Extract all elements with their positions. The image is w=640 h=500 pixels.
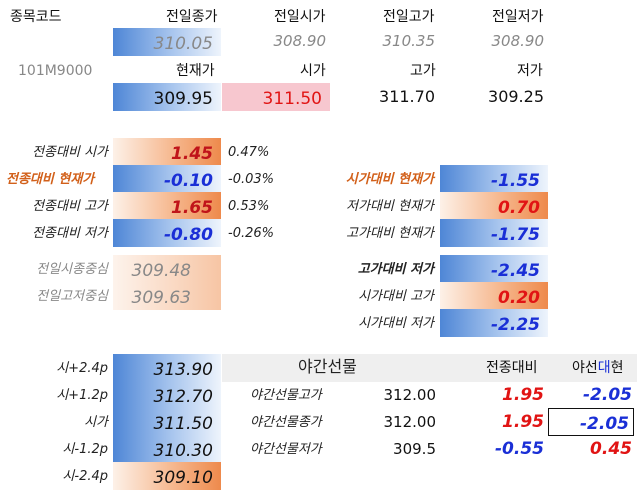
high-vs-low-label: 고가대비 저가 xyxy=(357,262,434,277)
prev-close-header: 전일종가 xyxy=(166,9,218,25)
level-plus-2-4-cell: 313.90 xyxy=(113,354,221,382)
prev-low-value: 308.90 xyxy=(491,32,545,50)
level-open-value: 311.50 xyxy=(153,414,213,434)
night-low-night: 0.45 xyxy=(590,439,632,459)
level-minus-1-2-cell: 310.30 xyxy=(113,435,221,463)
open-vs-high-label: 시가대비 고가 xyxy=(358,289,434,304)
level-plus-2-4-value: 313.90 xyxy=(153,360,213,380)
night-close-value: 312.00 xyxy=(383,413,437,431)
night-low-prev: -0.55 xyxy=(495,439,544,459)
prev-high-header: 전일고가 xyxy=(383,9,435,25)
prev-close-vs-cur-cell: -0.10 xyxy=(113,165,221,193)
prev-oc-center-label: 전일시종중심 xyxy=(36,262,108,277)
level-plus-1-2-value: 312.70 xyxy=(153,387,213,407)
night-high-prev: 1.95 xyxy=(502,385,544,405)
open-vs-cur-cell: -1.55 xyxy=(440,165,548,193)
level-open-cell: 311.50 xyxy=(113,408,221,436)
night-close-night-cell[interactable]: -2.05 xyxy=(548,408,634,436)
level-minus-2-4-cell: 309.10 xyxy=(113,462,221,490)
level-minus-1-2-label: 시-1.2p xyxy=(62,442,108,457)
low-value: 309.25 xyxy=(488,87,544,106)
low-vs-cur-cell: 0.70 xyxy=(440,192,548,220)
cur-price-value: 309.95 xyxy=(153,89,213,109)
level-plus-1-2-cell: 312.70 xyxy=(113,381,221,409)
open-cell: 311.50 xyxy=(222,83,330,111)
night-col-night-header: 야선대현 xyxy=(572,361,624,375)
open-vs-low-value: -2.25 xyxy=(491,315,540,335)
prev-close-vs-open-value: 1.45 xyxy=(171,144,213,164)
high-vs-cur-cell: -1.75 xyxy=(440,219,548,247)
prev-close-cell: 310.05 xyxy=(113,28,221,56)
high-vs-low-value: -2.45 xyxy=(491,261,540,281)
prev-oc-center-value: 309.48 xyxy=(131,261,191,281)
prev-close-vs-low-cell: -0.80 xyxy=(113,219,221,247)
prev-high-value: 310.35 xyxy=(382,32,436,50)
prev-hl-center-cell: 309.63 xyxy=(113,282,221,310)
prev-low-header: 전일저가 xyxy=(492,9,544,25)
night-low-value: 309.5 xyxy=(393,440,436,458)
prev-close-value: 310.05 xyxy=(153,34,213,54)
night-high-night: -2.05 xyxy=(583,385,632,405)
low-header: 저가 xyxy=(517,63,543,79)
night-low-label: 야간선물저가 xyxy=(250,442,322,457)
high-vs-cur-value: -1.75 xyxy=(491,225,540,245)
low-vs-cur-value: 0.70 xyxy=(498,198,540,218)
code-header: 종목코드 xyxy=(10,9,62,25)
open-vs-high-cell: 0.20 xyxy=(440,282,548,310)
prev-close-vs-cur-value: -0.10 xyxy=(164,171,213,191)
night-close-prev: 1.95 xyxy=(502,412,544,432)
prev-open-header: 전일시가 xyxy=(274,9,326,25)
prev-close-vs-open-label: 전종대비 시가 xyxy=(32,145,108,160)
open-value: 311.50 xyxy=(262,89,322,109)
prev-close-vs-cur-pct: -0.03% xyxy=(228,172,274,187)
prev-close-vs-open-cell: 1.45 xyxy=(113,138,221,166)
prev-close-vs-high-cell: 1.65 xyxy=(113,192,221,220)
night-high-label: 야간선물고가 xyxy=(250,388,322,403)
level-minus-1-2-value: 310.30 xyxy=(153,441,213,461)
prev-open-value: 308.90 xyxy=(273,32,327,50)
level-minus-2-4-value: 309.10 xyxy=(153,468,213,488)
level-plus-1-2-label: 시+1.2p xyxy=(56,388,108,403)
level-minus-2-4-label: 시-2.4p xyxy=(62,469,108,484)
prev-close-vs-cur-label: 전종대비 현재가 xyxy=(6,172,95,187)
night-col-night-b: 대 xyxy=(597,360,611,376)
level-open-label: 시가 xyxy=(84,415,108,430)
prev-close-vs-low-value: -0.80 xyxy=(164,225,213,245)
prev-close-vs-low-label: 전종대비 저가 xyxy=(32,226,108,241)
level-plus-2-4-label: 시+2.4p xyxy=(56,361,108,376)
night-futures-header-bar xyxy=(222,354,637,382)
high-value: 311.70 xyxy=(379,87,435,106)
prev-close-vs-low-pct: -0.26% xyxy=(228,226,274,241)
open-vs-cur-label: 시가대비 현재가 xyxy=(345,172,434,187)
prev-hl-center-label: 전일고저중심 xyxy=(36,289,108,304)
high-vs-cur-label: 고가대비 현재가 xyxy=(346,226,434,241)
night-close-night: -2.05 xyxy=(580,414,629,434)
open-vs-low-label: 시가대비 저가 xyxy=(358,316,434,331)
prev-oc-center-cell: 309.48 xyxy=(113,255,221,283)
open-vs-low-cell: -2.25 xyxy=(440,309,548,337)
prev-close-vs-open-pct: 0.47% xyxy=(228,145,270,160)
night-col-night-c: 현 xyxy=(610,360,624,376)
prev-hl-center-value: 309.63 xyxy=(131,288,191,308)
high-header: 고가 xyxy=(410,63,436,79)
prev-close-vs-high-value: 1.65 xyxy=(171,198,213,218)
prev-close-vs-high-pct: 0.53% xyxy=(228,199,270,214)
low-vs-cur-label: 저가대비 현재가 xyxy=(346,199,434,214)
open-header: 시가 xyxy=(300,63,326,79)
item-code: 101M9000 xyxy=(18,63,93,79)
night-col-night-a: 야선 xyxy=(572,360,598,376)
open-vs-high-value: 0.20 xyxy=(498,288,540,308)
night-high-value: 312.00 xyxy=(383,386,437,404)
cur-price-header: 현재가 xyxy=(176,63,215,79)
cur-price-cell: 309.95 xyxy=(113,83,221,111)
open-vs-cur-value: -1.55 xyxy=(491,171,540,191)
prev-close-vs-high-label: 전종대비 고가 xyxy=(32,199,108,214)
night-futures-title: 야간선물 xyxy=(298,357,357,376)
night-close-label: 야간선물종가 xyxy=(250,415,322,430)
night-col-prev-header: 전종대비 xyxy=(486,360,538,376)
high-vs-low-cell: -2.45 xyxy=(440,255,548,283)
